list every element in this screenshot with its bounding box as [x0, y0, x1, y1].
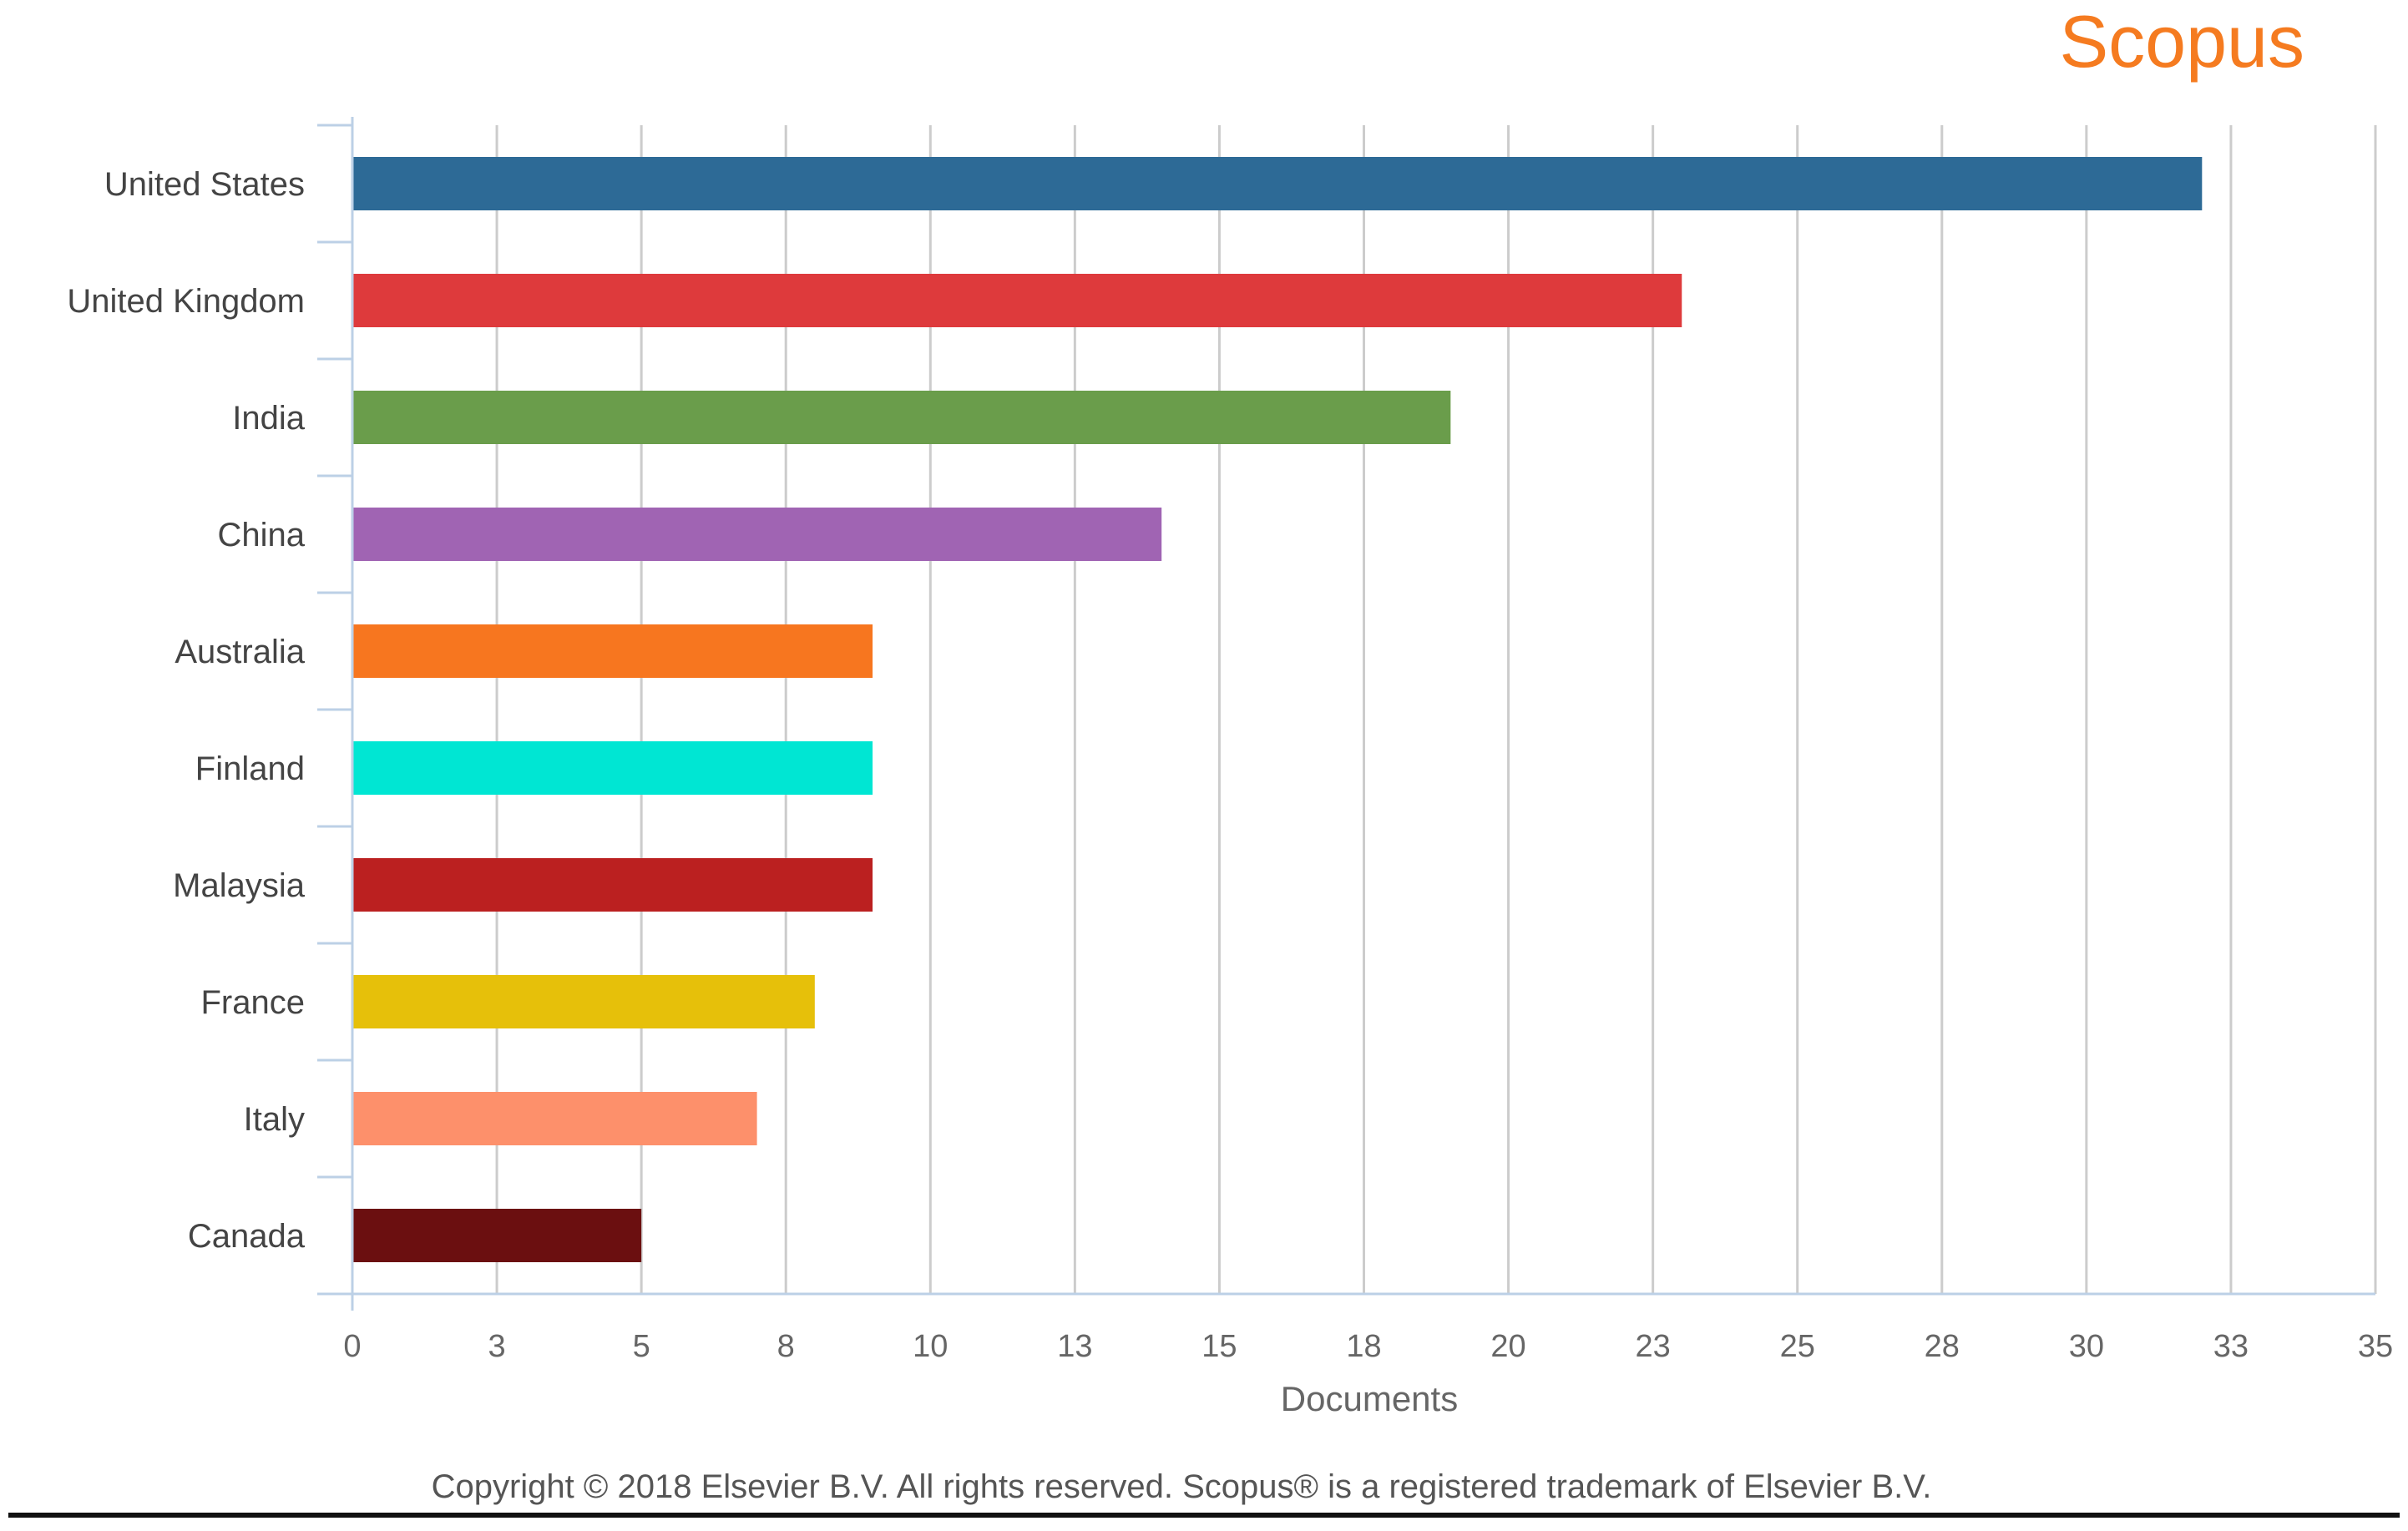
x-tick-label: 3: [488, 1329, 506, 1364]
x-axis-title: Documents: [1281, 1379, 1458, 1418]
bar: [352, 975, 815, 1028]
bar: [352, 391, 1451, 444]
category-label: India: [232, 400, 305, 437]
x-tick-label: 5: [633, 1329, 650, 1364]
scopus-logo: Scopus: [2059, 0, 2304, 83]
x-tick-label: 13: [1057, 1329, 1092, 1364]
bar: [352, 157, 2203, 210]
category-label: Italy: [244, 1101, 305, 1138]
x-tick-labels: 0 3 5 8 10 13 15 18 20 23 25 28 30 33 35: [343, 1329, 2393, 1364]
category-labels: United States United Kingdom India China Aus…: [67, 166, 305, 1255]
x-tick-label: 23: [1636, 1329, 1671, 1364]
x-tick-label: 30: [2069, 1329, 2104, 1364]
x-tick-label: 33: [2213, 1329, 2249, 1364]
bar: [352, 624, 873, 678]
x-tick-label: 0: [343, 1329, 361, 1364]
category-label: France: [201, 984, 306, 1021]
x-tick-label: 20: [1490, 1329, 1525, 1364]
x-tick-label: 8: [777, 1329, 795, 1364]
x-tick-label: 18: [1346, 1329, 1381, 1364]
category-label: Australia: [175, 634, 305, 670]
bar: [352, 858, 873, 912]
x-tick-label: 25: [1780, 1329, 1815, 1364]
axes: [317, 117, 2375, 1311]
x-tick-label: 35: [2358, 1329, 2393, 1364]
category-label: Malaysia: [173, 867, 306, 904]
bar: [352, 508, 1162, 561]
x-tick-label: 28: [1925, 1329, 1960, 1364]
bars: [352, 157, 2203, 1262]
x-tick-label: 10: [913, 1329, 948, 1364]
category-label: United States: [104, 166, 305, 203]
x-tick-label: 15: [1201, 1329, 1237, 1364]
bar: [352, 1092, 757, 1145]
copyright-notice: Copyright © 2018 Elsevier B.V. All right…: [432, 1468, 1932, 1505]
bar: [352, 1209, 642, 1262]
category-label: Canada: [188, 1218, 306, 1255]
category-label: United Kingdom: [67, 283, 305, 320]
bar: [352, 741, 873, 795]
category-label: China: [217, 517, 305, 553]
category-label: Finland: [195, 750, 305, 787]
bar: [352, 274, 1682, 327]
